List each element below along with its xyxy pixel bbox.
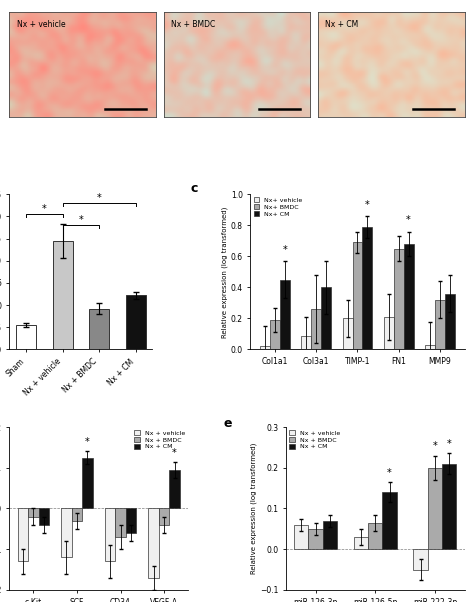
Bar <box>53 241 73 350</box>
Bar <box>353 243 363 350</box>
Y-axis label: Relative expression (log transformed): Relative expression (log transformed) <box>221 206 228 338</box>
Bar <box>343 318 353 350</box>
Text: Nx + vehicle: Nx + vehicle <box>17 20 65 29</box>
Bar <box>435 300 445 350</box>
Bar <box>294 525 309 549</box>
Bar <box>72 509 82 521</box>
Bar <box>89 309 109 350</box>
Text: *: * <box>85 438 90 447</box>
Bar <box>301 335 311 350</box>
Bar <box>442 464 456 549</box>
Text: *: * <box>365 200 370 210</box>
Bar <box>148 509 159 578</box>
Bar <box>260 346 270 350</box>
Text: e: e <box>224 417 232 430</box>
Legend: Nx + vehicle, Nx + BMDC, Nx + CM: Nx + vehicle, Nx + BMDC, Nx + CM <box>289 430 340 449</box>
Text: *: * <box>79 215 83 225</box>
Bar <box>323 521 337 549</box>
Bar <box>169 470 180 509</box>
Bar <box>82 458 92 509</box>
Bar <box>425 345 435 350</box>
Bar <box>105 509 115 562</box>
Text: *: * <box>447 439 452 450</box>
Bar <box>115 509 126 537</box>
Bar <box>38 509 49 525</box>
Bar <box>280 280 290 350</box>
Bar <box>368 523 383 549</box>
Bar <box>428 468 442 549</box>
Text: c: c <box>191 182 198 195</box>
Text: *: * <box>406 216 411 225</box>
Text: Nx + CM: Nx + CM <box>325 20 358 29</box>
Bar <box>61 509 72 557</box>
Text: *: * <box>387 468 392 478</box>
Text: *: * <box>283 245 287 255</box>
Bar <box>126 296 146 350</box>
Bar <box>309 529 323 549</box>
Bar <box>445 294 455 350</box>
Text: *: * <box>172 447 177 458</box>
Bar <box>354 537 368 549</box>
Y-axis label: Relative expression (log transformed): Relative expression (log transformed) <box>251 443 257 574</box>
Bar <box>159 509 169 525</box>
Bar <box>321 287 331 350</box>
Bar <box>383 492 397 549</box>
Text: Nx + BMDC: Nx + BMDC <box>171 20 215 29</box>
Bar <box>18 509 28 562</box>
Bar <box>16 325 36 350</box>
Legend: Nx + vehicle, Nx + BMDC, Nx + CM: Nx + vehicle, Nx + BMDC, Nx + CM <box>134 430 185 449</box>
Bar <box>404 244 413 350</box>
Bar <box>394 249 404 350</box>
Legend: Nx+ vehicle, Nx+ BMDC, Nx+ CM: Nx+ vehicle, Nx+ BMDC, Nx+ CM <box>254 197 302 217</box>
Text: *: * <box>433 441 438 452</box>
Text: *: * <box>42 204 46 214</box>
Bar <box>270 320 280 350</box>
Bar <box>311 309 321 350</box>
Bar <box>384 317 394 350</box>
Bar <box>28 509 38 517</box>
Bar <box>363 227 372 350</box>
Bar <box>413 549 428 569</box>
Bar <box>126 509 136 533</box>
Text: *: * <box>97 193 101 203</box>
